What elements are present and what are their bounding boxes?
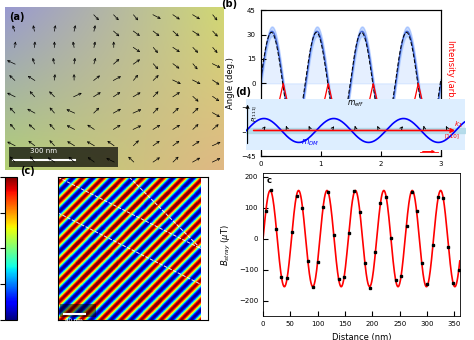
Text: $P_{[111]}$: $P_{[111]}$ (251, 105, 260, 122)
X-axis label: Position (μm): Position (μm) (323, 173, 379, 182)
Text: $m_{eff}$: $m_{eff}$ (347, 99, 364, 109)
Text: $m_{DM}$: $m_{DM}$ (301, 137, 319, 148)
Text: c: c (267, 176, 272, 185)
Text: [110]: [110] (445, 134, 460, 139)
Text: (c): (c) (20, 166, 35, 176)
Text: (a): (a) (9, 12, 25, 22)
Text: (d): (d) (236, 86, 252, 97)
Text: 40 nm: 40 nm (65, 318, 83, 323)
Bar (60, 304, 96, 317)
Bar (9, 147, 118, 167)
Y-axis label: Intensity (arb. units): Intensity (arb. units) (446, 40, 455, 126)
Y-axis label: Angle (deg.): Angle (deg.) (227, 57, 236, 109)
Text: (b): (b) (221, 0, 237, 9)
Text: $k_1$: $k_1$ (454, 119, 462, 130)
Y-axis label: $B_{stray}$ ($\mu$T): $B_{stray}$ ($\mu$T) (220, 224, 233, 266)
Text: 300 nm: 300 nm (30, 148, 57, 154)
X-axis label: Distance (nm): Distance (nm) (332, 333, 391, 340)
